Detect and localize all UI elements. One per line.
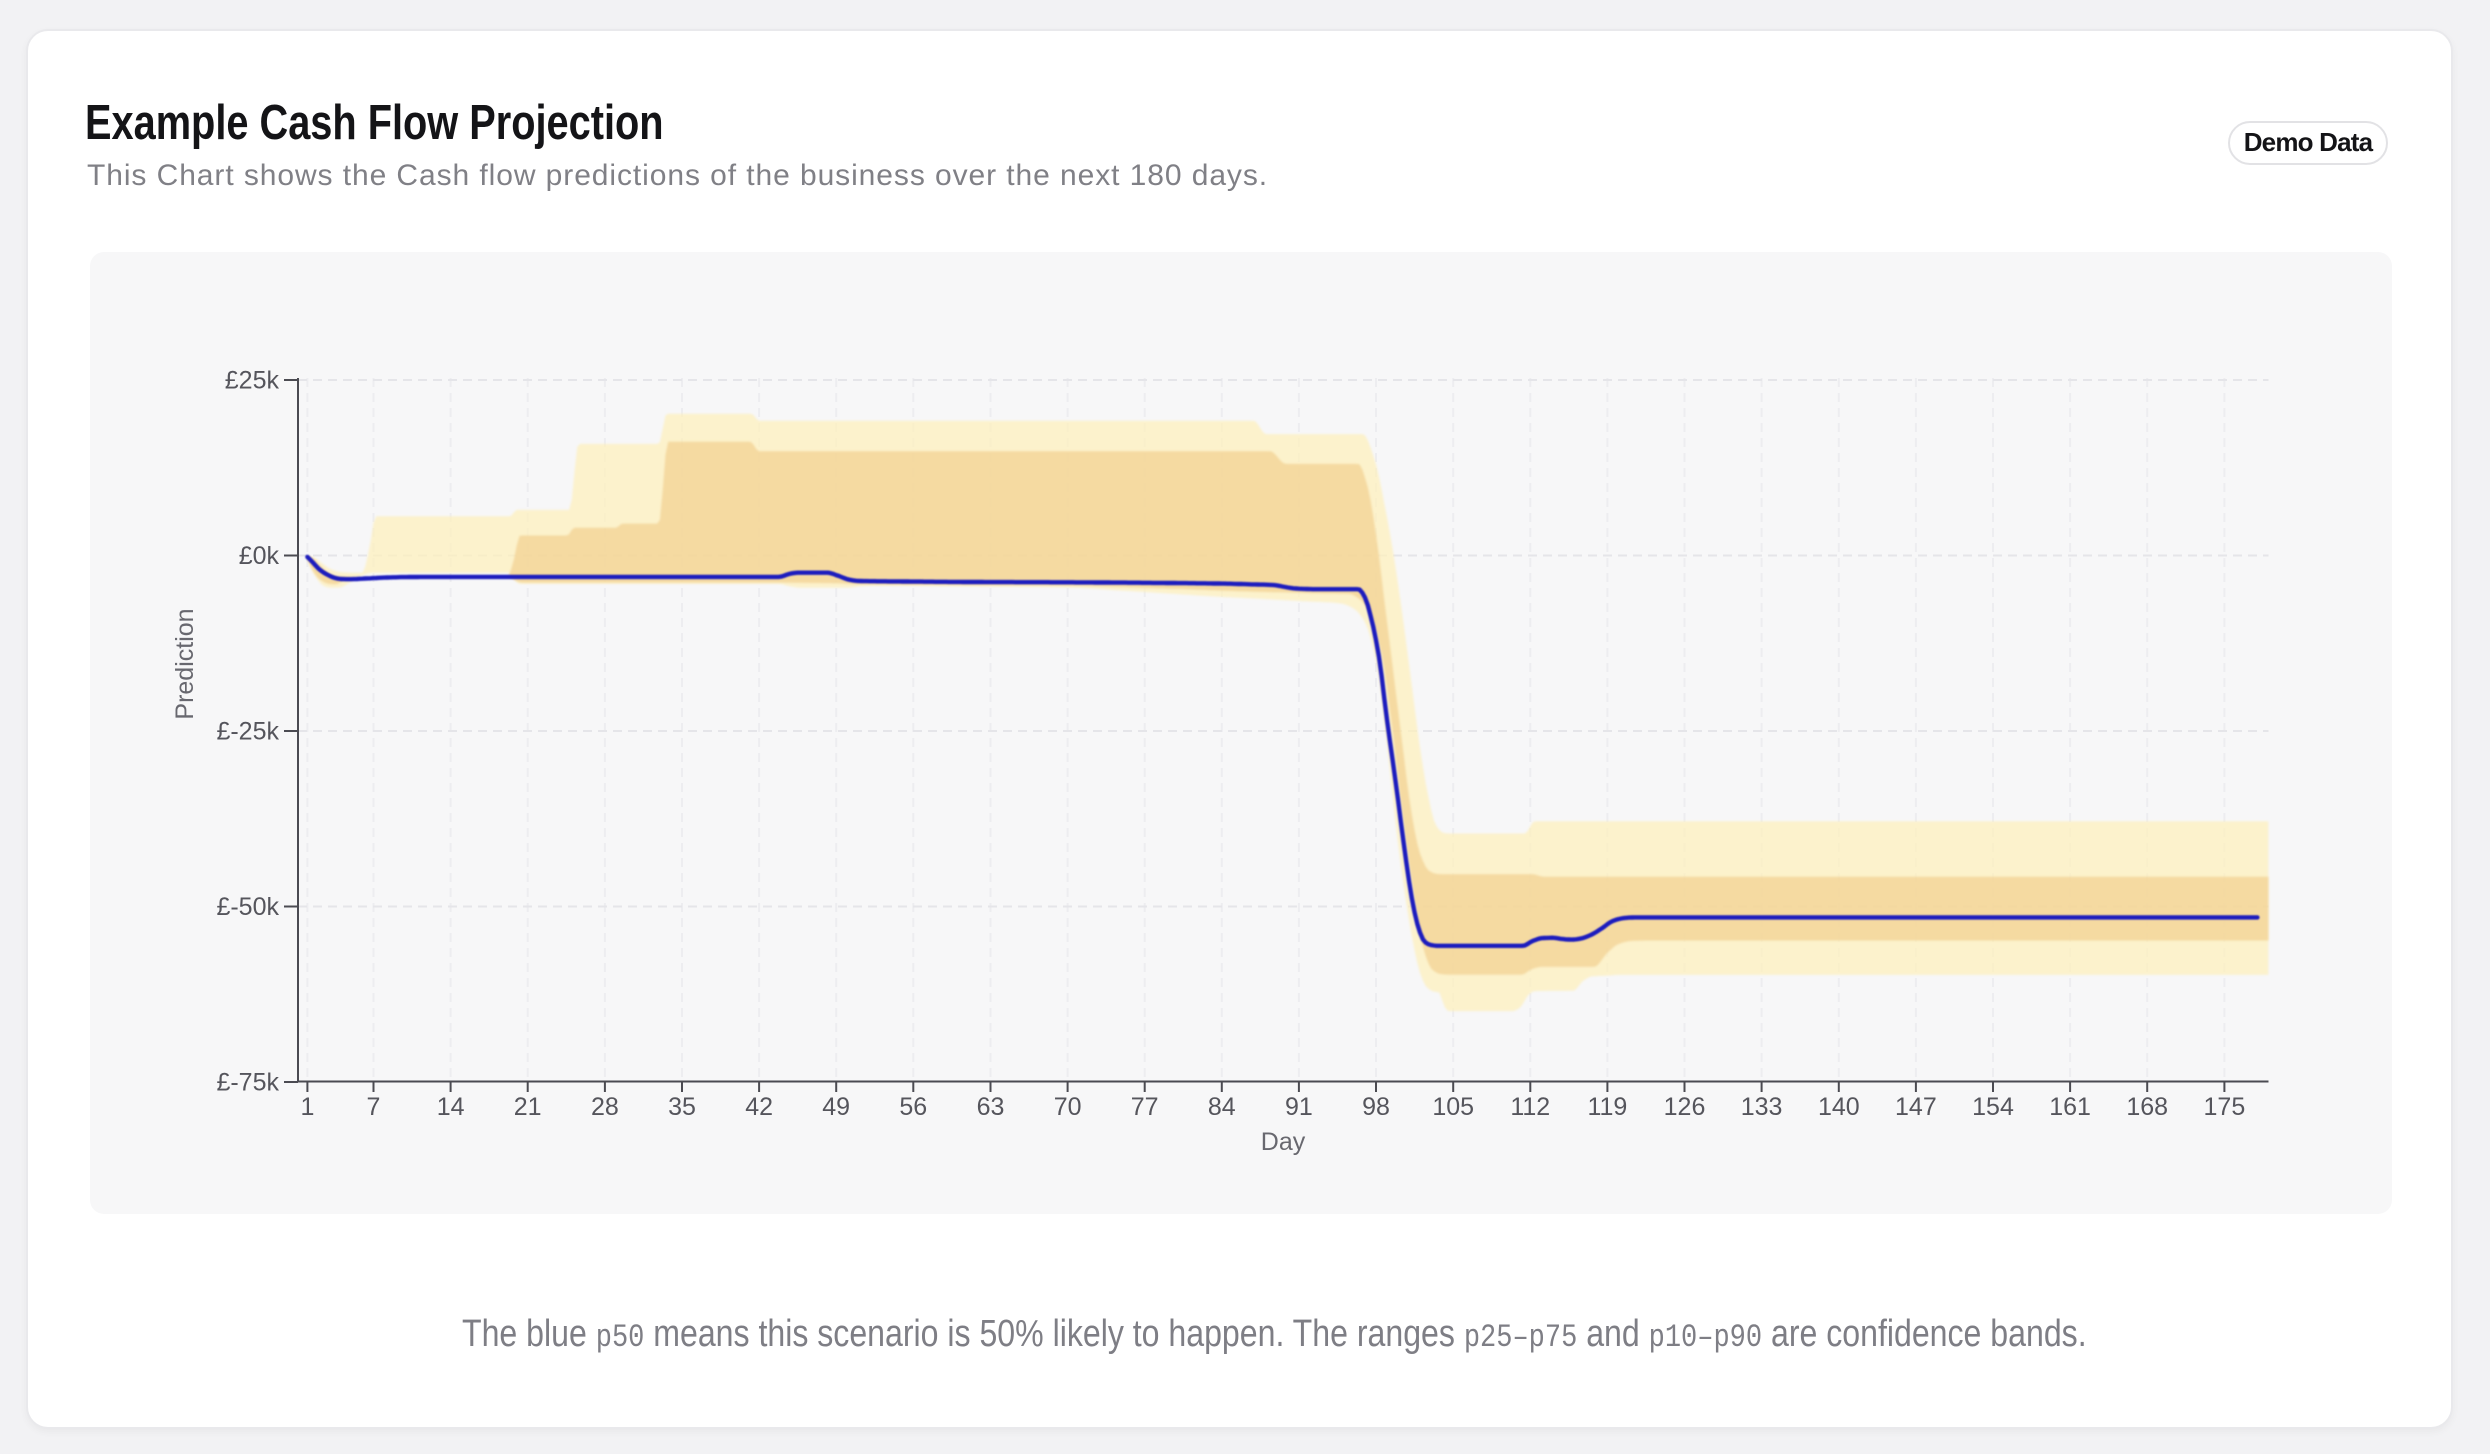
svg-text:77: 77	[1131, 1093, 1159, 1121]
svg-text:63: 63	[977, 1093, 1005, 1121]
svg-text:119: 119	[1587, 1093, 1627, 1121]
svg-text:49: 49	[822, 1093, 850, 1121]
svg-text:126: 126	[1664, 1093, 1706, 1121]
svg-text:147: 147	[1895, 1093, 1937, 1121]
svg-text:14: 14	[437, 1093, 465, 1121]
svg-text:Prediction: Prediction	[171, 608, 199, 719]
svg-text:35: 35	[668, 1093, 696, 1121]
svg-text:£-50k: £-50k	[216, 893, 279, 921]
svg-text:70: 70	[1054, 1093, 1082, 1121]
svg-text:161: 161	[2049, 1093, 2091, 1121]
svg-text:175: 175	[2204, 1093, 2246, 1121]
svg-text:168: 168	[2126, 1093, 2168, 1121]
svg-text:28: 28	[591, 1093, 619, 1121]
svg-text:112: 112	[1510, 1093, 1550, 1121]
svg-text:£-25k: £-25k	[216, 718, 279, 746]
svg-text:140: 140	[1818, 1093, 1860, 1121]
svg-text:84: 84	[1208, 1093, 1236, 1121]
svg-text:1: 1	[300, 1093, 314, 1121]
svg-text:42: 42	[745, 1093, 773, 1121]
svg-text:154: 154	[1972, 1093, 2014, 1121]
svg-text:105: 105	[1432, 1093, 1474, 1121]
svg-text:91: 91	[1285, 1093, 1313, 1121]
svg-text:£-75k: £-75k	[216, 1069, 279, 1097]
svg-text:133: 133	[1741, 1093, 1783, 1121]
svg-text:98: 98	[1362, 1093, 1390, 1121]
svg-text:21: 21	[514, 1093, 542, 1121]
svg-text:56: 56	[899, 1093, 927, 1121]
svg-text:£0k: £0k	[239, 542, 280, 570]
svg-text:£25k: £25k	[225, 367, 280, 395]
svg-text:Day: Day	[1261, 1128, 1306, 1156]
svg-text:7: 7	[367, 1093, 381, 1121]
